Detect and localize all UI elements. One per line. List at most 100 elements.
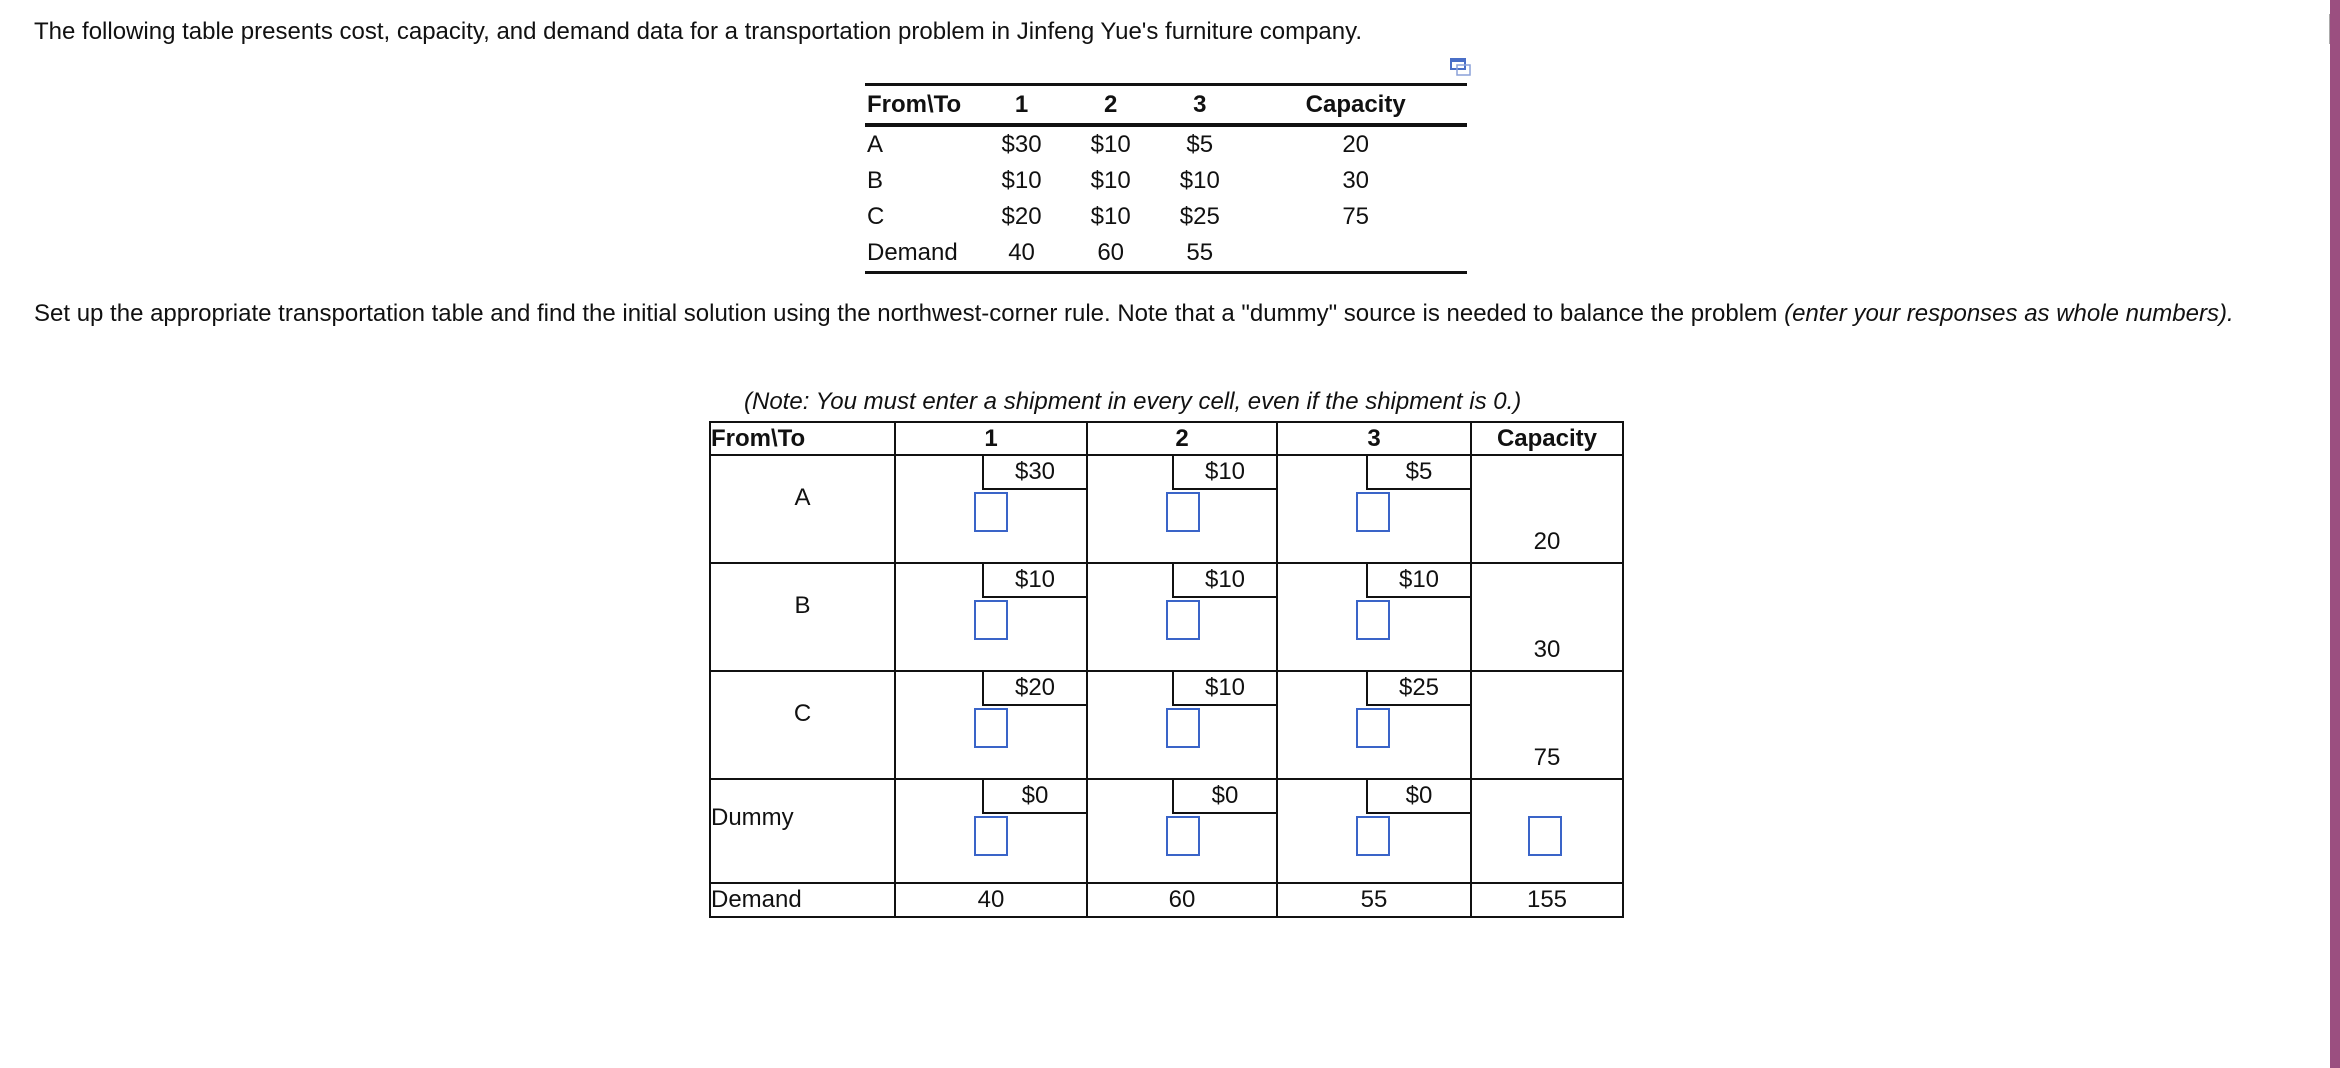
shipment-input[interactable] bbox=[1166, 708, 1200, 748]
demand-3: 55 bbox=[1276, 882, 1472, 918]
table-row: B $10 $10 $10 30 bbox=[709, 562, 1624, 672]
shipment-input[interactable] bbox=[1166, 600, 1200, 640]
demand-total: 155 bbox=[1470, 882, 1624, 918]
cost-box: $0 bbox=[982, 780, 1086, 814]
row-label: Demand bbox=[865, 235, 977, 274]
cost: $20 bbox=[1001, 203, 1042, 230]
table-row: C $20 $10 $25 75 bbox=[865, 199, 1467, 235]
demand-row: Demand 40 60 55 155 bbox=[709, 882, 1624, 918]
capacity bbox=[1244, 235, 1467, 274]
table-row: B $10 $10 $10 30 bbox=[865, 163, 1467, 199]
table-row: Dummy $0 $0 $0 bbox=[709, 778, 1624, 884]
cost: $5 bbox=[1186, 131, 1214, 158]
note: (Note: You must enter a shipment in ever… bbox=[744, 388, 1522, 415]
cost: $10 bbox=[1001, 167, 1042, 194]
capacity-value: 20 bbox=[1533, 528, 1561, 555]
shipment-input[interactable] bbox=[1356, 708, 1390, 748]
capacity: 30 bbox=[1342, 167, 1370, 194]
cost: $25 bbox=[1179, 203, 1220, 230]
capacity-cell: 30 bbox=[1470, 562, 1624, 672]
demand-2: 60 bbox=[1086, 882, 1278, 918]
shipment-cell: $5 bbox=[1276, 454, 1472, 564]
header-from-to: From\To bbox=[865, 83, 977, 127]
table-row: C $20 $10 $25 75 bbox=[709, 670, 1624, 780]
shipment-input[interactable] bbox=[1166, 816, 1200, 856]
shipment-cell: $0 bbox=[1086, 778, 1278, 884]
shipment-input[interactable] bbox=[974, 708, 1008, 748]
demand: 40 bbox=[977, 235, 1067, 274]
cost-box: $0 bbox=[1366, 780, 1470, 814]
shipment-input[interactable] bbox=[1356, 816, 1390, 856]
shipment-input[interactable] bbox=[1166, 492, 1200, 532]
demand-label: Demand bbox=[709, 882, 896, 918]
capacity-cell: 20 bbox=[1470, 454, 1624, 564]
table-row: Demand 40 60 55 bbox=[865, 235, 1467, 274]
shipment-cell: $0 bbox=[894, 778, 1088, 884]
instructions-text: Set up the appropriate transportation ta… bbox=[34, 300, 1785, 327]
header-1: 1 bbox=[977, 83, 1067, 127]
row-label: C bbox=[709, 670, 896, 780]
header-capacity: Capacity bbox=[1470, 421, 1624, 456]
capacity-value: 30 bbox=[1533, 636, 1561, 663]
table-row: A $30 $10 $5 20 bbox=[865, 125, 1467, 163]
cost-box: $10 bbox=[1172, 672, 1276, 706]
given-table-header: From\To 1 2 3 Capacity bbox=[865, 83, 1467, 127]
row-label: A bbox=[709, 454, 896, 564]
cost-box: $10 bbox=[1366, 564, 1470, 598]
transportation-table: From\To 1 2 3 Capacity A $30 $10 $5 20 B $10 $1… bbox=[709, 421, 1624, 918]
shipment-input[interactable] bbox=[1356, 600, 1390, 640]
cost-box: $5 bbox=[1366, 456, 1470, 490]
demand-1: 40 bbox=[894, 882, 1088, 918]
copy-table-icon[interactable] bbox=[1450, 58, 1472, 76]
shipment-cell: $30 bbox=[894, 454, 1088, 564]
row-label: C bbox=[867, 203, 885, 230]
cost: $30 bbox=[1001, 131, 1042, 158]
shipment-cell: $10 bbox=[894, 562, 1088, 672]
demand: 60 bbox=[1066, 235, 1156, 274]
side-bar bbox=[2330, 0, 2340, 1068]
table-row: A $30 $10 $5 20 bbox=[709, 454, 1624, 564]
row-label: Dummy bbox=[709, 778, 896, 884]
header-from-to: From\To bbox=[709, 421, 896, 456]
cost-box: $10 bbox=[1172, 456, 1276, 490]
shipment-cell: $10 bbox=[1086, 562, 1278, 672]
header-3: 3 bbox=[1155, 83, 1245, 127]
demand: 55 bbox=[1155, 235, 1245, 274]
cost: $10 bbox=[1090, 203, 1131, 230]
intro-text: The following table presents cost, capac… bbox=[34, 18, 1363, 45]
cost-box: $10 bbox=[1172, 564, 1276, 598]
capacity: 20 bbox=[1342, 131, 1370, 158]
capacity-cell: 75 bbox=[1470, 670, 1624, 780]
shipment-cell: $20 bbox=[894, 670, 1088, 780]
shipment-input[interactable] bbox=[974, 816, 1008, 856]
capacity-value: 75 bbox=[1533, 744, 1561, 771]
instructions-italic: (enter your responses as whole numbers). bbox=[1784, 300, 2234, 327]
header-3: 3 bbox=[1276, 421, 1472, 456]
cost: $10 bbox=[1179, 167, 1220, 194]
shipment-cell: $10 bbox=[1086, 670, 1278, 780]
dummy-capacity-input[interactable] bbox=[1528, 816, 1562, 856]
shipment-cell: $25 bbox=[1276, 670, 1472, 780]
row-label: B bbox=[867, 167, 884, 194]
cost-box: $10 bbox=[982, 564, 1086, 598]
cost-box: $30 bbox=[982, 456, 1086, 490]
header-2: 2 bbox=[1066, 83, 1156, 127]
answer-table-header: From\To 1 2 3 Capacity bbox=[709, 421, 1624, 456]
shipment-input[interactable] bbox=[974, 492, 1008, 532]
shipment-cell: $10 bbox=[1086, 454, 1278, 564]
shipment-input[interactable] bbox=[1356, 492, 1390, 532]
header-capacity: Capacity bbox=[1244, 83, 1467, 127]
capacity: 75 bbox=[1342, 203, 1370, 230]
cost: $10 bbox=[1090, 167, 1131, 194]
cost-box: $25 bbox=[1366, 672, 1470, 706]
header-2: 2 bbox=[1086, 421, 1278, 456]
row-label: B bbox=[709, 562, 896, 672]
row-label: A bbox=[867, 131, 884, 158]
capacity-cell bbox=[1470, 778, 1624, 884]
cost-box: $0 bbox=[1172, 780, 1276, 814]
cost-box: $20 bbox=[982, 672, 1086, 706]
header-1: 1 bbox=[894, 421, 1088, 456]
shipment-input[interactable] bbox=[974, 600, 1008, 640]
shipment-cell: $0 bbox=[1276, 778, 1472, 884]
shipment-cell: $10 bbox=[1276, 562, 1472, 672]
